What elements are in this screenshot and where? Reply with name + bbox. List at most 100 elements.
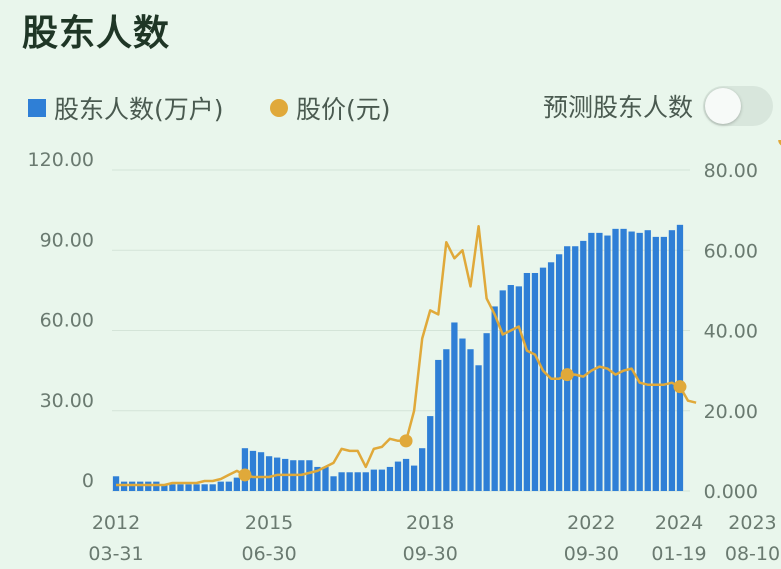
holders-bar[interactable] (636, 232, 643, 492)
left-tick-label: 30.00 (40, 390, 94, 412)
holders-bar[interactable] (547, 262, 555, 491)
holders-bar[interactable] (225, 481, 232, 491)
holders-bar[interactable] (443, 349, 450, 491)
holders-bar[interactable] (201, 484, 208, 491)
forecast-toggle-group: 预测股东人数 (543, 86, 773, 126)
holders-bar[interactable] (257, 452, 265, 491)
page-title: 股东人数 (22, 13, 171, 54)
x-tick-year: 2024 (655, 512, 703, 534)
holders-bar[interactable] (451, 322, 458, 491)
x-tick-date: 09-30 (403, 543, 458, 565)
holders-bar[interactable] (588, 232, 595, 492)
legend-price[interactable]: 股价(元) (270, 90, 391, 126)
right-tick-label: 0.000 (704, 481, 758, 503)
x-axis: 2012 03-31 2015 06-30 2018 09-30 2022 09-30 2023… (88, 512, 780, 565)
holders-bar[interactable] (370, 469, 377, 491)
holders-bar[interactable] (209, 484, 216, 491)
right-tick-label: 40.00 (704, 321, 758, 343)
holders-bar[interactable] (644, 230, 651, 491)
holders-bar[interactable] (427, 416, 434, 491)
holders-bar[interactable] (120, 481, 128, 491)
holders-bar[interactable] (515, 286, 522, 491)
right-tick-label: 80.00 (704, 160, 758, 182)
holders-bar[interactable] (604, 235, 611, 491)
holders-bar[interactable] (572, 246, 579, 491)
x-tick-year: 2022 (567, 512, 615, 534)
right-axis: 80.00 60.00 40.00 20.00 0.000 (704, 160, 758, 503)
holders-bar[interactable] (507, 285, 514, 491)
holders-bar[interactable] (676, 224, 684, 491)
holders-bar[interactable] (402, 458, 410, 491)
price-marker[interactable] (778, 140, 781, 147)
holders-bar[interactable] (652, 236, 659, 491)
holders-bar[interactable] (419, 448, 426, 491)
right-tick-label: 60.00 (704, 240, 758, 262)
price-marker[interactable] (673, 380, 687, 394)
x-tick-year: 2018 (406, 512, 454, 534)
x-tick-date: 03-31 (88, 543, 143, 565)
holders-bar[interactable] (314, 466, 321, 491)
price-marker[interactable] (560, 368, 574, 382)
left-axis: 120.00 90.00 60.00 30.00 0 (28, 149, 94, 492)
holders-bar[interactable] (491, 306, 498, 491)
forecast-toggle-switch[interactable] (703, 86, 773, 126)
holders-bar[interactable] (475, 365, 482, 491)
holders-bar[interactable] (459, 338, 466, 491)
holders-bar[interactable] (128, 481, 136, 491)
right-tick-label: 20.00 (704, 401, 758, 423)
holders-bar[interactable] (330, 476, 337, 491)
x-tick-year: 2023 (728, 512, 776, 534)
price-marker[interactable] (399, 434, 413, 448)
holders-bar[interactable] (620, 228, 627, 491)
holders-bar[interactable] (555, 254, 563, 491)
holders-bars (112, 224, 684, 492)
holders-bar[interactable] (217, 481, 224, 491)
holders-bar[interactable] (386, 466, 394, 491)
holders-bar[interactable] (539, 267, 547, 491)
holders-bar[interactable] (145, 481, 152, 491)
holders-bar[interactable] (378, 469, 386, 491)
holders-bar[interactable] (523, 272, 531, 491)
holders-bar[interactable] (177, 484, 184, 491)
holders-bar[interactable] (161, 484, 168, 491)
holders-bar[interactable] (112, 476, 120, 491)
holders-bar[interactable] (153, 481, 160, 491)
holders-bar[interactable] (185, 484, 192, 491)
left-tick-label: 0 (82, 470, 94, 492)
x-tick-date: 01-19 (651, 543, 706, 565)
holders-bar[interactable] (354, 472, 361, 491)
price-marker[interactable] (238, 468, 252, 482)
holders-bar[interactable] (193, 484, 200, 491)
holders-bar[interactable] (306, 460, 313, 491)
x-tick-year: 2015 (245, 512, 293, 534)
holders-bar[interactable] (668, 230, 676, 491)
holders-bar[interactable] (322, 466, 329, 491)
holders-bar[interactable] (483, 333, 490, 491)
holders-bar[interactable] (410, 465, 418, 491)
holders-bar[interactable] (499, 290, 506, 491)
holders-bar[interactable] (628, 231, 635, 491)
holders-bar[interactable] (265, 456, 273, 491)
holders-bar[interactable] (612, 228, 619, 491)
holders-bar[interactable] (233, 477, 241, 491)
legend-holders-label: 股东人数(万户) (54, 95, 224, 124)
holders-bar[interactable] (435, 359, 442, 491)
holders-bar[interactable] (660, 236, 668, 491)
holders-bar[interactable] (596, 232, 603, 492)
holders-bar[interactable] (531, 272, 539, 491)
holders-bar[interactable] (169, 484, 176, 491)
holders-bar[interactable] (338, 472, 345, 491)
holders-bar[interactable] (137, 481, 144, 491)
holders-bar[interactable] (394, 461, 402, 491)
left-tick-label: 120.00 (28, 149, 94, 171)
holders-bar[interactable] (467, 349, 474, 491)
holders-price-chart: 120.00 90.00 60.00 30.00 0 80.00 60.00 40.00 20… (28, 140, 781, 565)
holders-bar[interactable] (346, 472, 353, 491)
holders-bar[interactable] (249, 450, 257, 491)
x-tick-date: 08-10 (725, 543, 780, 565)
legend-holders[interactable]: 股东人数(万户) (28, 90, 224, 126)
holders-bar[interactable] (580, 240, 587, 491)
holders-bar[interactable] (362, 472, 369, 491)
x-tick-date: 06-30 (241, 543, 296, 565)
legend-price-label: 股价(元) (296, 95, 391, 124)
